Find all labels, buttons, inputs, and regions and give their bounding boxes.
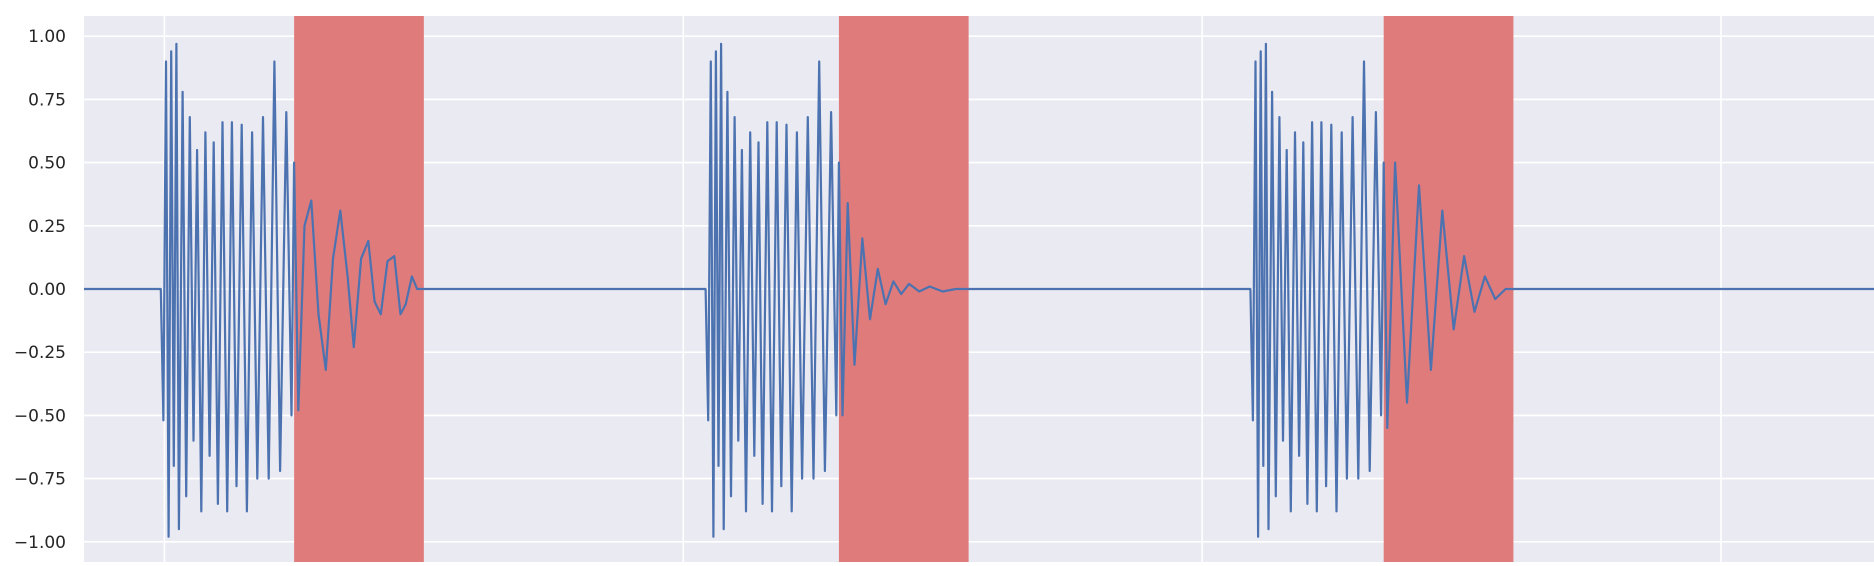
y-tick-label-6: −0.50: [14, 406, 66, 426]
y-tick-labels: 1.00 0.75 0.50 0.25 0.00 −0.25 −0.50 −0.75 −1.00: [14, 27, 66, 553]
y-tick-label-5: −0.25: [14, 343, 66, 363]
y-tick-label-1: 0.75: [28, 90, 66, 110]
y-tick-label-0: 1.00: [28, 27, 66, 47]
y-tick-label-7: −0.75: [14, 470, 66, 490]
y-tick-label-4: 0.00: [28, 280, 66, 300]
y-tick-label-8: −1.00: [14, 533, 66, 553]
series-line: [84, 42, 1874, 538]
y-tick-label-3: 0.25: [28, 217, 66, 237]
highlight-region-2: [1383, 16, 1514, 562]
y-tick-label-2: 0.50: [28, 154, 66, 174]
